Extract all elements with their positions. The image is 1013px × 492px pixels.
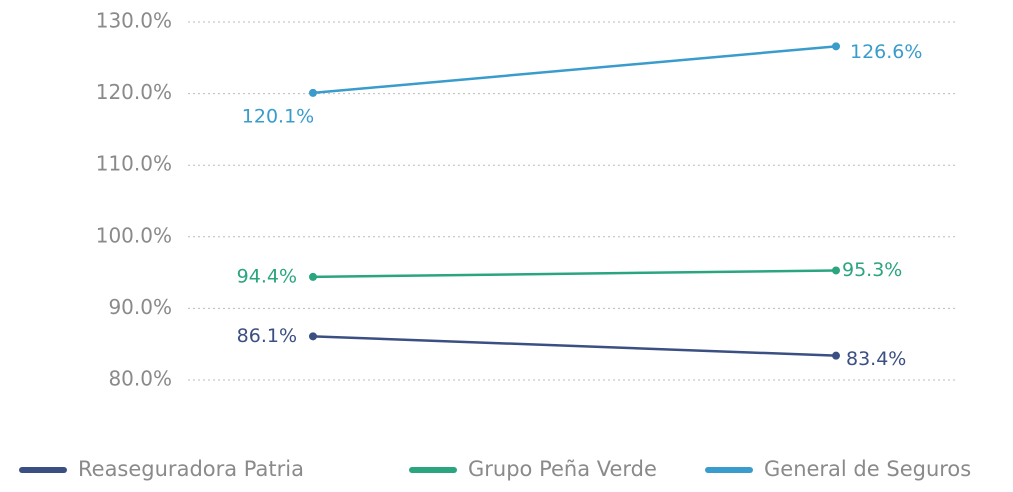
data-point [832,42,840,51]
value-label: 94.4% [237,265,297,287]
y-tick-label: 100.0% [96,223,172,247]
y-tick-label: 90.0% [108,295,172,319]
series-line [312,335,837,357]
legend-label: Grupo Peña Verde [468,457,657,481]
series-line [312,269,837,279]
data-point [309,272,317,281]
series-line [312,45,837,95]
value-label: 95.3% [842,259,902,281]
data-point [832,266,840,275]
y-tick-label: 120.0% [96,80,172,104]
value-label: 83.4% [846,348,906,370]
y-tick-label: 110.0% [96,152,172,176]
data-point [309,332,317,341]
legend-label: General de Seguros [764,457,971,481]
data-point [832,351,840,360]
value-label: 120.1% [242,105,314,127]
legend-label: Reaseguradora Patria [78,457,304,481]
y-tick-label: 80.0% [108,367,172,391]
data-point [309,88,317,97]
value-label: 86.1% [237,325,297,347]
value-label: 126.6% [850,41,922,63]
y-tick-label: 130.0% [96,9,172,33]
